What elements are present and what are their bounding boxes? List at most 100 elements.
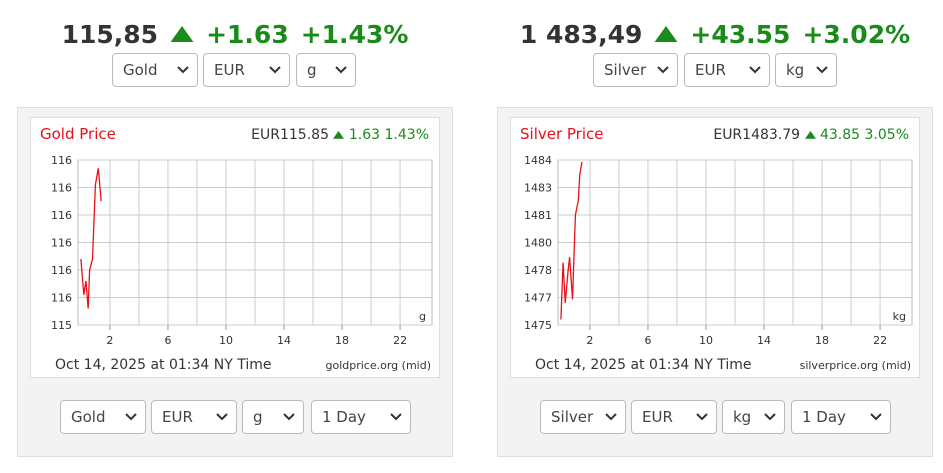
dropdown[interactable]: g [242,400,304,434]
y-tick-label: 116 [51,209,72,222]
chevron [335,66,347,74]
dropdown[interactable]: EUR [151,400,237,434]
chevron [764,413,776,421]
x-tick-label: 22 [873,334,887,347]
price-line [80,168,102,309]
price-label: EUR1483.79 43.85 3.05% [713,127,909,143]
up-triangle [170,25,195,43]
chevron [749,66,761,74]
triangle-shape [170,25,195,43]
dropdown[interactable]: Gold [60,400,146,434]
chevron [269,66,281,74]
up-triangle [333,131,345,139]
triangle-shape [333,131,345,139]
unit-label: g [419,310,426,323]
y-tick-label: 1477 [524,292,552,305]
dropdown[interactable]: 1 Day [311,400,411,434]
chevron-shape [696,413,708,421]
x-tick-label: 18 [335,334,349,347]
y-tick-label: 116 [51,292,72,305]
y-tick-label: 115 [51,319,72,332]
chart-title: Silver Price [520,125,604,143]
dropdown[interactable]: EUR [631,400,717,434]
price: 115,85 [61,19,159,49]
y-tick-label: 116 [51,237,72,250]
chevron-shape [269,66,281,74]
price: 1 483,49 [519,19,643,49]
change-pct: +3.02% [802,19,911,49]
chart-change: 43.85 [819,127,861,143]
dropdown[interactable]: Gold [112,53,198,87]
price-label: EUR115.85 1.63 1.43% [251,127,429,143]
x-tick-label: 10 [219,334,233,347]
price-header: 1 483,49 +43.55 +3.02% [480,14,943,54]
triangle-shape [804,131,816,139]
chevron-shape [749,66,761,74]
dropdown[interactable]: EUR [684,53,770,87]
x-tick-label: 14 [757,334,771,347]
chart-title: Gold Price [40,125,116,143]
dropdown[interactable]: Silver [593,53,678,87]
chevron-shape [870,413,882,421]
chevron-shape [335,66,347,74]
price-line [560,161,583,320]
chart: Silver Price 1475 1477 1478 1480 1481 1483 1484… [520,125,913,373]
dropdown[interactable]: 1 Day [791,400,891,434]
unit-label: kg [893,310,906,323]
chevron [283,413,295,421]
dropdown[interactable]: EUR [203,53,290,87]
chevron [870,413,882,421]
date-label: Oct 14, 2025 at 01:34 NY Time [55,357,272,373]
chevron-shape [764,413,776,421]
y-tick-label: 1481 [524,209,552,222]
chart: Gold Price 115 116 116 116 116 116 116 2 6 10 14 18 2… [40,125,433,373]
chevron [816,66,828,74]
y-tick-label: 116 [51,154,72,167]
change: +1.63 [206,19,289,49]
chart-price: EUR115.85 [251,127,329,143]
chevron [657,66,669,74]
up-triangle [654,25,679,43]
chevron [177,66,189,74]
change: +43.55 [690,19,791,49]
chevron-shape [816,66,828,74]
dropdown[interactable]: kg [722,400,785,434]
chevron [696,413,708,421]
x-tick-label: 10 [699,334,713,347]
chart-box: Silver Price 1475 1477 1478 1480 1481 1483 1484… [510,117,920,378]
y-tick-label: 1475 [524,319,552,332]
chevron-shape [177,66,189,74]
chevron-shape [283,413,295,421]
dropdown[interactable]: g [296,53,356,87]
y-tick-label: 1483 [524,182,552,195]
chevron [605,413,617,421]
x-tick-label: 6 [164,334,171,347]
x-tick-label: 6 [644,334,651,347]
dropdown[interactable]: kg [775,53,837,87]
dropdown[interactable]: Silver [540,400,626,434]
x-tick-label: 14 [277,334,291,347]
chevron-shape [216,413,228,421]
chart-change-pct: 1.43% [384,127,429,143]
y-tick-label: 116 [51,182,72,195]
chevron [216,413,228,421]
chevron-shape [390,413,402,421]
y-tick-label: 1484 [524,154,552,167]
x-tick-label: 18 [815,334,829,347]
x-tick-label: 22 [393,334,407,347]
chart-change: 1.63 [348,127,381,143]
date-label: Oct 14, 2025 at 01:34 NY Time [535,357,752,373]
chevron [125,413,137,421]
triangle-shape [654,25,679,43]
chevron-shape [605,413,617,421]
x-tick-label: 2 [586,334,593,347]
chevron-shape [657,66,669,74]
up-triangle [804,131,816,139]
x-tick-label: 2 [106,334,113,347]
y-tick-label: 1480 [524,237,552,250]
chart-box: Gold Price 115 116 116 116 116 116 116 2 6 10 14 18 2… [30,117,440,378]
y-tick-label: 1478 [524,264,552,277]
chart-change-pct: 3.05% [864,127,909,143]
chevron-shape [125,413,137,421]
